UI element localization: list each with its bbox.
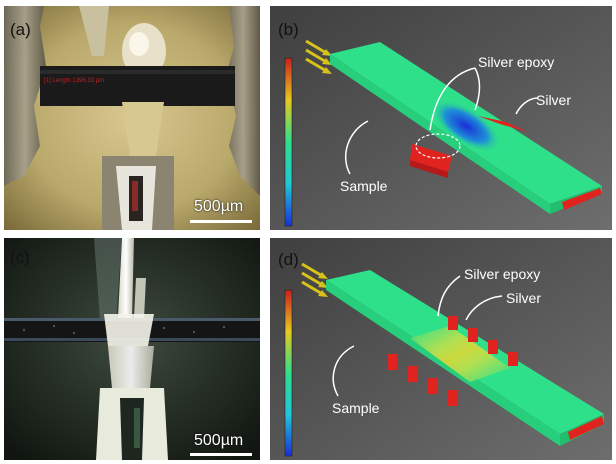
panel-c-label: (c) (10, 248, 30, 267)
colorbar-legend-d (284, 289, 293, 457)
panel-c-scale-text: 500µm (194, 432, 244, 449)
colorbar-legend (284, 57, 293, 227)
yellow-arrows-icon (301, 262, 328, 297)
annot-sample-d: Sample (332, 400, 380, 416)
panel-d: (d) Silver epoxy Silver Sample (270, 238, 612, 460)
annot-silver-epoxy-d: Silver epoxy (464, 266, 541, 282)
panel-b-image (270, 6, 612, 230)
yellow-arrows-icon (305, 39, 332, 74)
annot-silver-d: Silver (506, 290, 542, 306)
panel-c-image (4, 238, 260, 460)
panel-a-scalebar (190, 220, 252, 223)
panel-a-scale-text: 500µm (194, 198, 244, 215)
panel-a-label: (a) (10, 20, 31, 39)
annot-silver-epoxy-b: Silver epoxy (478, 54, 555, 70)
annot-silver-b: Silver (536, 92, 572, 108)
panel-d-image (270, 238, 612, 460)
panel-a-image (4, 6, 260, 230)
panel-c: (c) 500µm (4, 238, 260, 460)
measurement-label: [1] Length 1396.33 µm (44, 78, 105, 84)
panel-b: (b) Silver epoxy Silver Sample (270, 6, 612, 230)
annot-sample-b: Sample (340, 178, 388, 194)
panel-d-label: (d) (278, 250, 299, 269)
panel-a: [1] Length 1396.33 µm (a) 500µm (4, 6, 260, 230)
panel-b-label: (b) (278, 20, 299, 39)
panel-c-scalebar (190, 453, 252, 456)
